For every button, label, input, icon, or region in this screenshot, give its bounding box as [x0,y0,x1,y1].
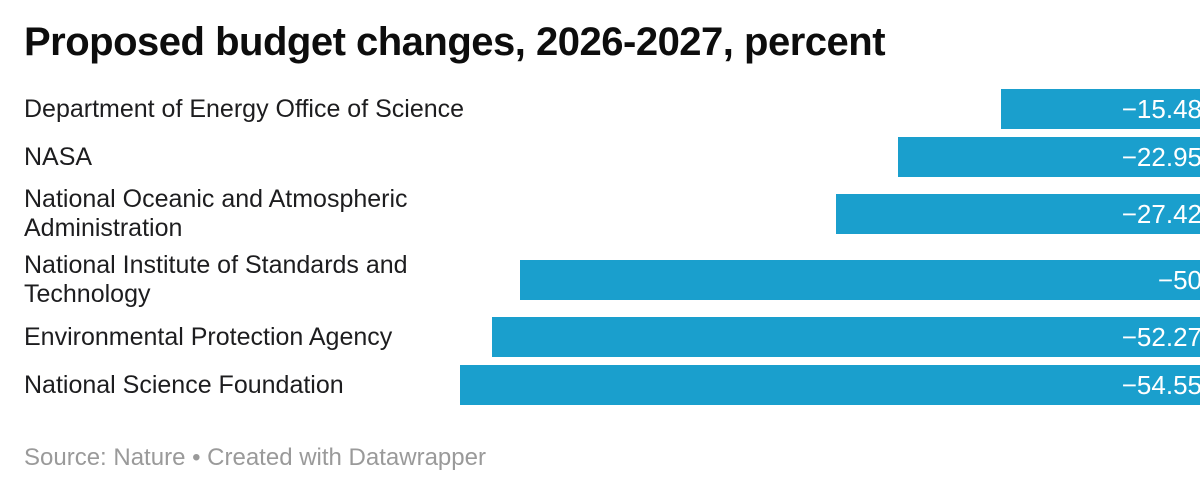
bar[interactable]: −22.95 [898,137,1200,177]
bar[interactable]: −27.42 [836,194,1200,234]
value-label: −15.48 [1121,94,1200,124]
category-label: National Science Foundation [24,370,344,399]
category-label: National Oceanic and Atmospheric Administ… [24,185,408,242]
bar[interactable]: −50 [520,260,1200,300]
category-label: Department of Energy Office of Science [24,94,465,123]
value-label: −27.42 [1121,199,1200,229]
value-label: −50 [1157,265,1200,295]
chart-row: National Science Foundation −54.55 [0,361,1200,409]
bar[interactable]: −52.27 [492,317,1200,357]
chart-row: NASA −22.95 [0,133,1200,181]
source-attribution: Source: Nature • Created with Datawrappe… [24,444,486,471]
bar[interactable]: −54.55 [460,365,1200,405]
chart-title: Proposed budget changes, 2026-2027, perc… [24,20,886,64]
chart-row: National Institute of Standards and Techn… [0,247,1200,313]
bar[interactable]: −15.48 [1001,89,1200,129]
chart-row: Environmental Protection Agency −52.27 [0,313,1200,361]
category-label: Environmental Protection Agency [24,322,393,351]
category-label: National Institute of Standards and Techn… [24,251,408,308]
category-label: NASA [24,142,93,171]
bar-chart: Department of Energy Office of Science −1… [0,85,1200,409]
value-label: −52.27 [1121,322,1200,352]
chart-row: National Oceanic and Atmospheric Administ… [0,181,1200,247]
value-label: −22.95 [1121,142,1200,172]
value-label: −54.55 [1121,370,1200,400]
chart-row: Department of Energy Office of Science −1… [0,85,1200,133]
